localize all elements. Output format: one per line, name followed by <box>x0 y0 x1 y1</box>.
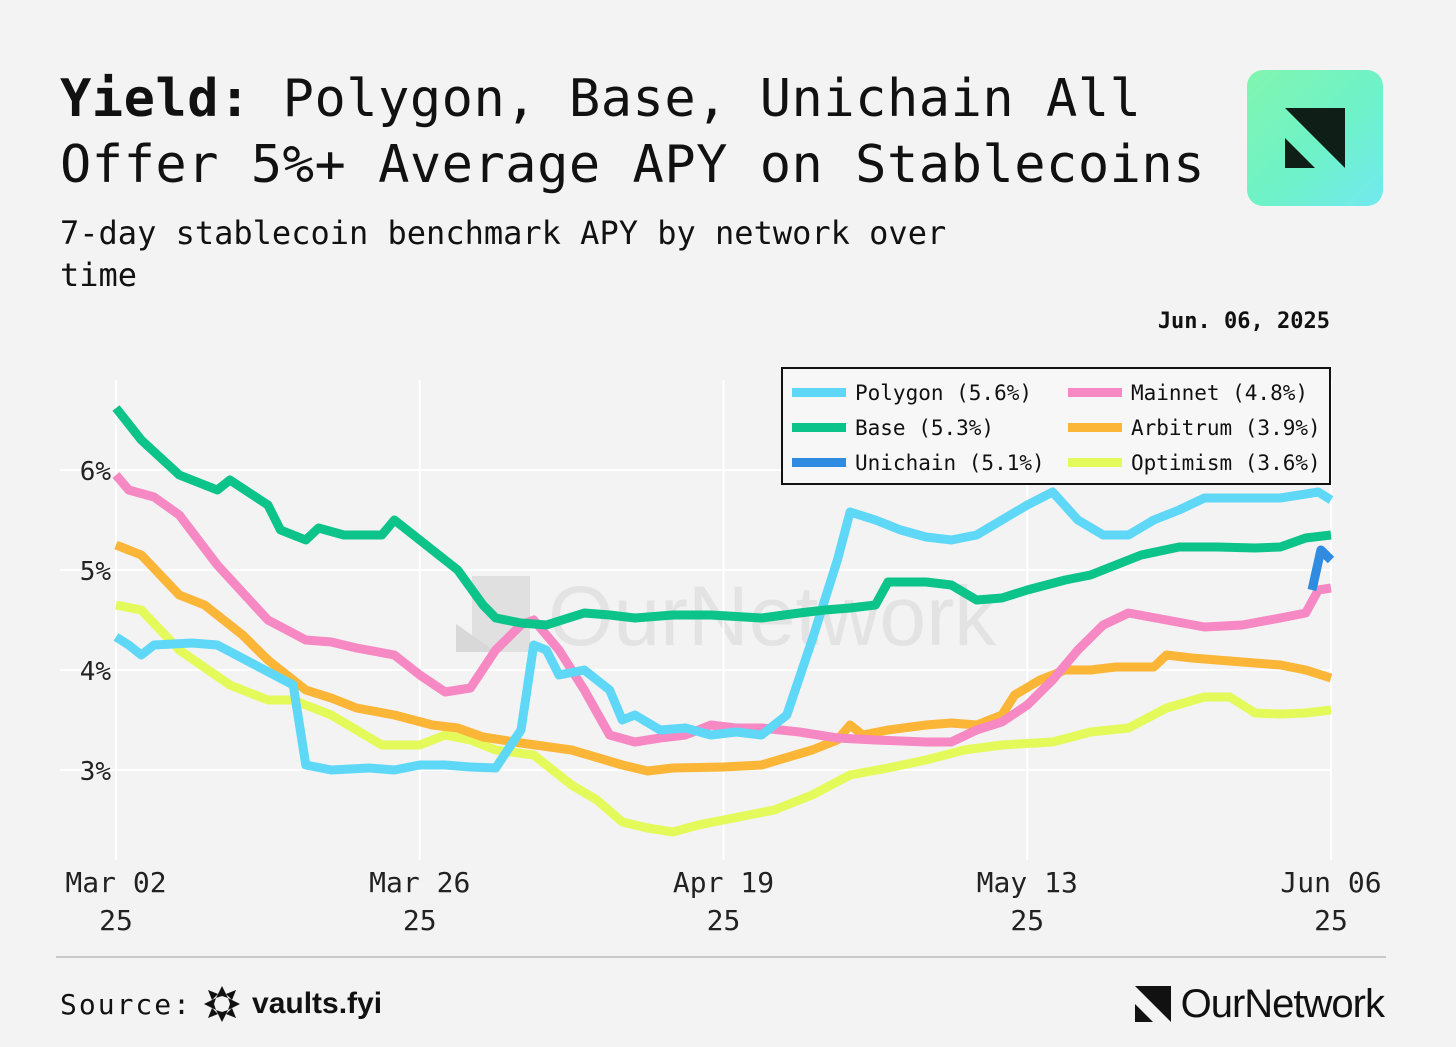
x-tick-label: Mar 02 <box>65 866 166 899</box>
legend-swatch-unichain <box>792 458 846 467</box>
y-tick-label: 4% <box>80 657 112 687</box>
source-credit: Source: vaults.fyi <box>60 984 382 1024</box>
legend-swatch-mainnet <box>1068 388 1122 397</box>
legend-label-unichain: Unichain (5.1%) <box>855 451 1045 475</box>
y-tick-label: 6% <box>80 457 112 487</box>
legend-box <box>781 367 1331 485</box>
legend-swatch-base <box>792 423 846 432</box>
chart-subtitle: 7-day stablecoin benchmark APY by networ… <box>60 214 947 294</box>
x-tick-year: 25 <box>99 904 133 937</box>
y-tick-label: 5% <box>80 557 112 587</box>
legend: Polygon (5.6%) Base (5.3%) Unichain (5.1%)… <box>781 367 1331 485</box>
x-tick-year: 25 <box>403 904 437 937</box>
x-tick-label: Mar 26 <box>369 866 470 899</box>
series-line-polygon <box>113 487 1334 775</box>
x-tick-label: May 13 <box>977 866 1078 899</box>
series-line-unichain <box>1307 545 1335 591</box>
legend-label-arbitrum: Arbitrum (3.9%) <box>1131 416 1321 440</box>
ournetwork-mark-icon <box>1134 986 1171 1022</box>
series-line-optimism <box>115 600 1332 837</box>
series-lines <box>112 405 1335 837</box>
x-tick-label: Jun 06 <box>1280 866 1381 899</box>
legend-swatch-polygon <box>792 388 846 397</box>
series-line-base <box>112 405 1332 630</box>
footer-divider <box>56 956 1386 958</box>
brand-name: OurNetwork <box>1180 981 1385 1026</box>
x-tick-year: 25 <box>1010 904 1044 937</box>
series-line-arbitrum <box>114 540 1333 776</box>
x-tick-year: 25 <box>707 904 741 937</box>
legend-label-mainnet: Mainnet (4.8%) <box>1131 381 1308 405</box>
legend-label-base: Base (5.3%) <box>855 416 994 440</box>
x-axis: Mar 02 25 Mar 26 25 Apr 19 25 May 13 25 Jun 06 25 <box>65 866 1381 937</box>
source-name: vaults.fyi <box>252 987 383 1020</box>
x-tick-label: Apr 19 <box>673 866 774 899</box>
ournetwork-logo-icon <box>1285 108 1345 168</box>
ournetwork-logo-tile <box>1247 70 1383 206</box>
legend-swatch-arbitrum <box>1068 423 1122 432</box>
legend-label-optimism: Optimism (3.6%) <box>1131 451 1321 475</box>
chart-title: Yield: Polygon, Base, Unichain All Offer… <box>60 69 1206 195</box>
legend-label-polygon: Polygon (5.6%) <box>855 381 1032 405</box>
y-tick-label: 3% <box>80 757 112 787</box>
y-axis: 3% 4% 5% 6% <box>80 457 112 787</box>
chart-date: Jun. 06, 2025 <box>1157 309 1330 334</box>
brand-logo: OurNetwork <box>1133 981 1385 1026</box>
x-tick-year: 25 <box>1314 904 1348 937</box>
source-label: Source: <box>60 987 193 1021</box>
legend-swatch-optimism <box>1068 458 1122 467</box>
vaults-fyi-logo-icon <box>204 986 241 1022</box>
